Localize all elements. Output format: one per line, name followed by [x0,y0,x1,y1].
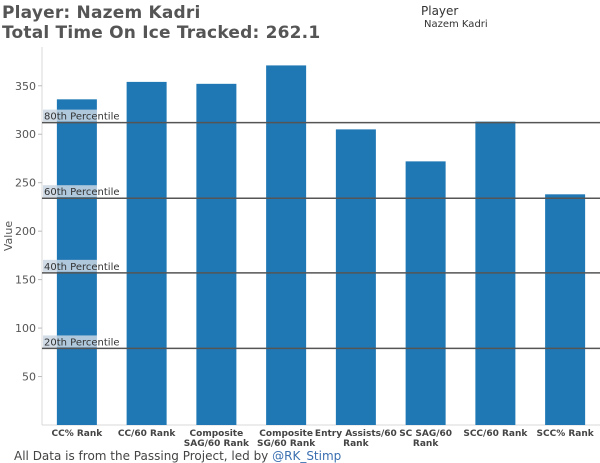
reference-label-bg [43,109,97,122]
reference-line-label: 60th Percentile [44,187,120,198]
reference-label-bg [43,335,97,348]
y-axis-title: Value [2,221,15,251]
x-tick-label: SC SAG/60 Rank [399,429,452,449]
legend-item[interactable]: Nazem Kadri [424,19,488,30]
x-tick-label: SCC% Rank [537,429,595,439]
bar[interactable] [196,83,237,425]
footer-note: All Data is from the Passing Project, le… [14,449,341,463]
chart-title-player: Player: Nazem Kadri [2,3,201,23]
chart-title-toi: Total Time On Ice Tracked: 262.1 [2,23,321,43]
bar[interactable] [335,129,376,425]
y-tick-label: 50 [22,371,36,384]
x-tick-label: Composite SAG/60 Rank [184,429,250,449]
y-tick-label: 150 [15,274,36,287]
y-axis-labels: 50 100 150 200 250 300 350 Value [2,80,42,384]
bar[interactable] [126,81,167,426]
footer-link[interactable]: @RK_Stimp [272,449,342,463]
reference-line-label: 20th Percentile [44,337,120,348]
x-tick-label: SCC/60 Rank [463,429,528,439]
y-tick-label: 100 [15,322,36,335]
x-tick-label: Composite SG/60 Rank [257,429,316,449]
bars-group [56,65,586,426]
y-tick-label: 350 [15,80,36,93]
y-tick-label: 200 [15,225,36,238]
x-tick-label: CC% Rank [51,429,103,439]
bar[interactable] [266,65,307,426]
chart-plot-area [41,47,600,426]
x-tick-label: CC/60 Rank [118,429,177,439]
reference-line-label: 40th Percentile [44,262,120,273]
bar[interactable] [545,194,586,425]
y-tick-label: 250 [15,177,36,190]
reference-lines-group: 80th Percentile 60th Percentile 40th Perce… [42,109,600,350]
y-tick-label: 300 [15,128,36,141]
legend: Player Nazem Kadri [421,4,488,30]
reference-label-bg [43,259,97,272]
reference-label-bg [43,185,97,198]
bar[interactable] [405,161,446,425]
reference-line-label: 80th Percentile [44,112,120,123]
x-tick-label: Entry Assists/60 Rank [315,429,397,449]
legend-title: Player [421,4,459,18]
footer-text: All Data is from the Passing Project, le… [14,449,273,463]
x-axis-labels: CC% Rank CC/60 Rank Composite SAG/60 Rank Co… [51,429,594,449]
